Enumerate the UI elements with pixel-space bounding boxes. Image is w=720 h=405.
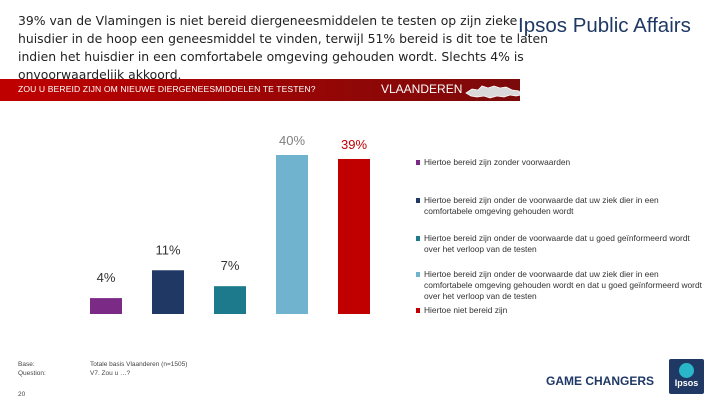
legend-swatch-5 <box>416 308 420 313</box>
legend-swatch-3 <box>416 236 420 241</box>
flanders-map-icon <box>465 85 522 99</box>
bar-2 <box>152 270 184 314</box>
question-label: Question: <box>18 370 46 377</box>
footer-base-labels: Base: Question: <box>18 360 46 378</box>
bar-4 <box>276 155 308 314</box>
brand-logo-text: Ipsos Public Affairs <box>518 14 691 37</box>
legend-label-1: Hiertoe bereid zijn zonder voorwaarden <box>424 157 571 167</box>
legend-label-2: Hiertoe bereid zijn onder de voorwaarde … <box>424 195 659 216</box>
bar-value-label-2: 11% <box>155 242 180 257</box>
legend-label-4: Hiertoe bereid zijn onder de voorwaarde … <box>424 269 702 301</box>
legend-swatch-4 <box>416 272 420 277</box>
question-text: ZOU U BEREID ZIJN OM NIEUWE DIERGENEESMI… <box>18 84 316 94</box>
legend-swatch-2 <box>416 198 420 203</box>
brand-logo-image: Ipsos Public Affairs <box>518 14 691 37</box>
bar-1 <box>90 298 122 314</box>
question-value: V7. Zou u …? <box>90 370 131 377</box>
ipsos-logo-text: Ipsos <box>674 378 699 388</box>
ipsos-logo-circle-icon <box>679 363 694 378</box>
region-label: VLAANDEREN <box>381 82 463 96</box>
game-changers-tagline: GAME CHANGERS <box>546 374 655 388</box>
page-number: 20 <box>18 391 26 398</box>
legend-item-5: Hiertoe niet bereid zijn <box>416 305 706 316</box>
legend-label-3: Hiertoe bereid zijn onder de voorwaarde … <box>424 233 690 254</box>
footer-base-values: Totale basis Vlaanderen (n=1505) V7. Zou… <box>90 360 187 378</box>
headline: 39% van de Vlamingen is niet bereid dier… <box>18 13 549 82</box>
legend-swatch-1 <box>416 160 420 165</box>
bar-3 <box>214 286 246 314</box>
bar-value-label-3: 7% <box>221 258 240 273</box>
brand-logo: Ipsos Public Affairs <box>516 10 708 40</box>
base-value: Totale basis Vlaanderen (n=1505) <box>90 361 188 368</box>
legend-item-2: Hiertoe bereid zijn onder de voorwaarde … <box>416 195 706 217</box>
legend-item-1: Hiertoe bereid zijn zonder voorwaarden <box>416 157 706 168</box>
legend-item-4: Hiertoe bereid zijn onder de voorwaarde … <box>416 269 706 302</box>
question-banner <box>0 79 520 101</box>
legend-item-3: Hiertoe bereid zijn onder de voorwaarde … <box>416 233 706 255</box>
bar-value-label-4: 40% <box>279 133 305 148</box>
bar-value-label-5: 39% <box>341 137 367 152</box>
legend-label-5: Hiertoe niet bereid zijn <box>424 305 508 315</box>
base-label: Base: <box>18 361 35 368</box>
bar-value-label-1: 4% <box>97 270 116 285</box>
bar-5 <box>338 158 370 314</box>
